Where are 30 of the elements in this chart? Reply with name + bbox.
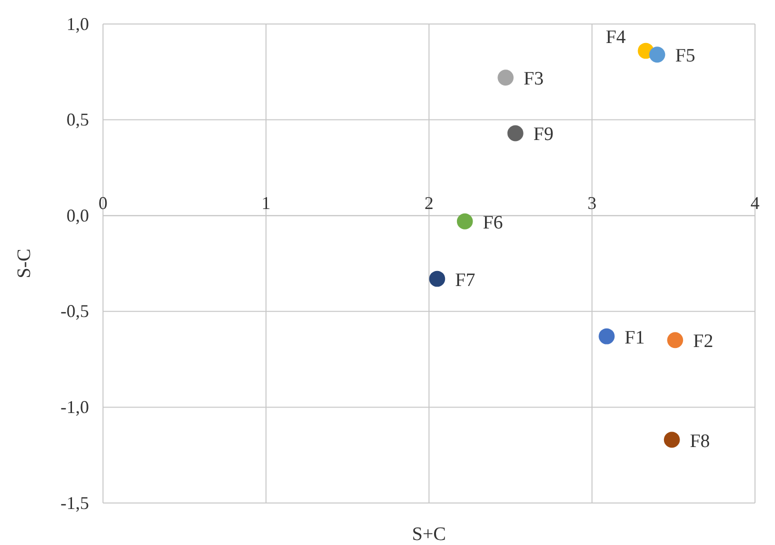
y-axis-title: S-C [14, 248, 35, 278]
point [649, 46, 666, 63]
point [456, 213, 473, 230]
x-tick-label: 1 [262, 193, 270, 214]
x-tick-label: 3 [588, 193, 596, 214]
y-tick-label: -1,0 [60, 396, 89, 417]
series-label: F4 [606, 26, 626, 48]
series-label: F1 [624, 327, 645, 348]
y-tick-label: -0,5 [60, 301, 89, 322]
series-label: F8 [690, 430, 710, 452]
x-tick-label: 4 [750, 193, 760, 214]
point [498, 70, 514, 86]
y-tick-label: 0,5 [66, 110, 89, 130]
series-label: F7 [455, 270, 476, 291]
y-tick-label: 0,0 [66, 205, 89, 226]
y-tick-label: -1,5 [60, 492, 89, 513]
x-tick-label: 2 [424, 193, 434, 214]
x-axis-title: S+C [412, 524, 446, 545]
y-tick-label: 1,0 [66, 14, 89, 34]
point [667, 332, 684, 348]
series-label: F9 [533, 124, 554, 146]
point [507, 125, 524, 142]
series-label: F5 [675, 46, 696, 67]
series-label: F3 [524, 68, 544, 90]
x-tick-label: 0 [98, 193, 108, 214]
series-label: F2 [693, 331, 714, 352]
series-label: F6 [482, 212, 503, 234]
point [664, 432, 680, 448]
point [598, 328, 615, 344]
point [429, 270, 446, 287]
